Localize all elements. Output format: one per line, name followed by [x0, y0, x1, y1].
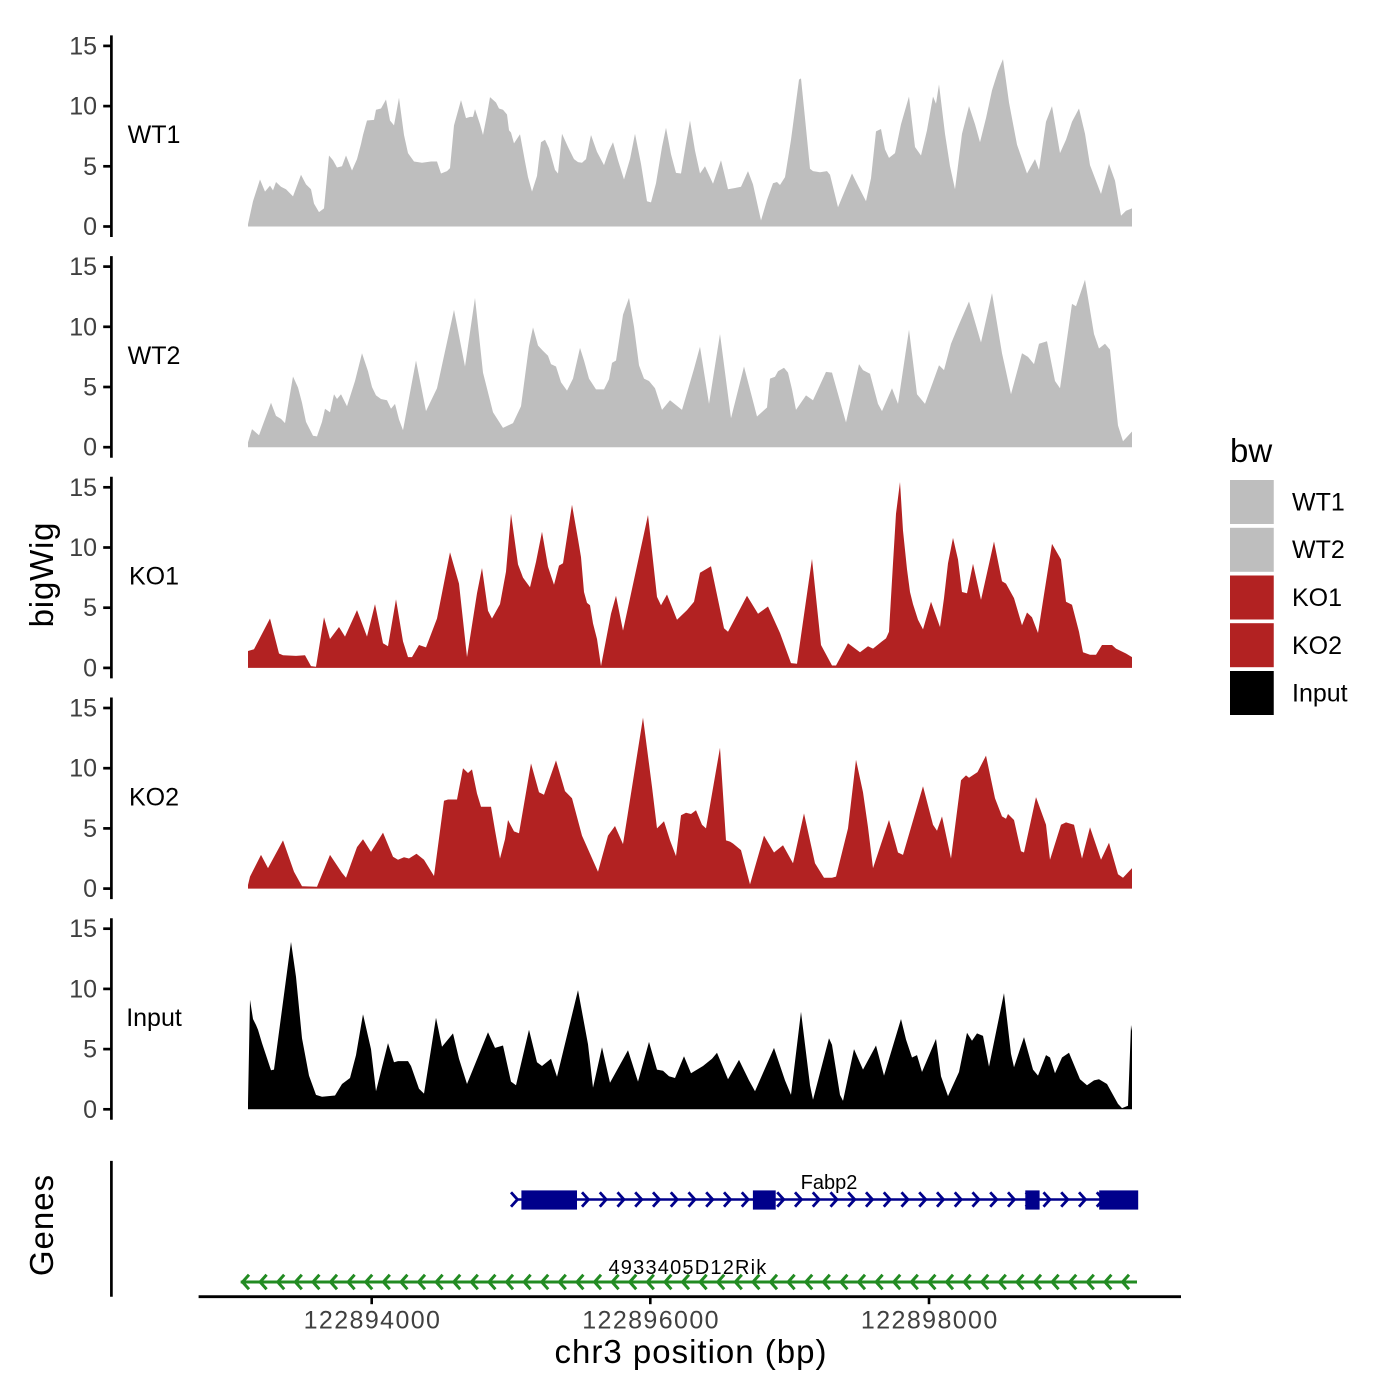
svg-text:5: 5 [83, 594, 97, 622]
svg-text:4933405D12Rik: 4933405D12Rik [608, 1257, 767, 1279]
svg-text:122896000: 122896000 [582, 1307, 720, 1335]
svg-text:Input: Input [126, 1004, 182, 1032]
svg-text:5: 5 [83, 815, 97, 843]
svg-text:122894000: 122894000 [304, 1307, 442, 1335]
svg-text:0: 0 [83, 1096, 97, 1124]
svg-text:15: 15 [69, 915, 97, 943]
svg-text:KO1: KO1 [129, 563, 179, 591]
svg-text:15: 15 [69, 474, 97, 502]
svg-text:15: 15 [69, 695, 97, 723]
svg-text:bw: bw [1230, 432, 1272, 469]
svg-text:WT2: WT2 [1292, 536, 1345, 564]
svg-text:5: 5 [83, 153, 97, 181]
svg-text:WT2: WT2 [128, 342, 181, 370]
svg-text:0: 0 [83, 875, 97, 903]
svg-text:chr3 position (bp): chr3 position (bp) [555, 1333, 828, 1370]
svg-text:10: 10 [69, 975, 97, 1003]
svg-text:122898000: 122898000 [861, 1307, 999, 1335]
svg-text:WT1: WT1 [128, 121, 181, 149]
svg-text:15: 15 [69, 253, 97, 281]
svg-text:Fabp2: Fabp2 [801, 1172, 858, 1194]
svg-text:5: 5 [83, 374, 97, 402]
svg-text:0: 0 [83, 654, 97, 682]
svg-text:0: 0 [83, 434, 97, 462]
svg-text:10: 10 [69, 755, 97, 783]
svg-text:10: 10 [69, 313, 97, 341]
svg-text:10: 10 [69, 93, 97, 121]
svg-text:Genes: Genes [23, 1174, 60, 1276]
svg-text:KO2: KO2 [129, 783, 179, 811]
svg-text:KO1: KO1 [1292, 584, 1342, 612]
svg-text:5: 5 [83, 1036, 97, 1064]
svg-text:Input: Input [1292, 680, 1348, 708]
svg-text:WT1: WT1 [1292, 489, 1345, 517]
svg-text:10: 10 [69, 534, 97, 562]
svg-text:0: 0 [83, 213, 97, 241]
svg-text:15: 15 [69, 32, 97, 60]
svg-text:bigWig: bigWig [23, 522, 60, 628]
svg-text:KO2: KO2 [1292, 632, 1342, 660]
